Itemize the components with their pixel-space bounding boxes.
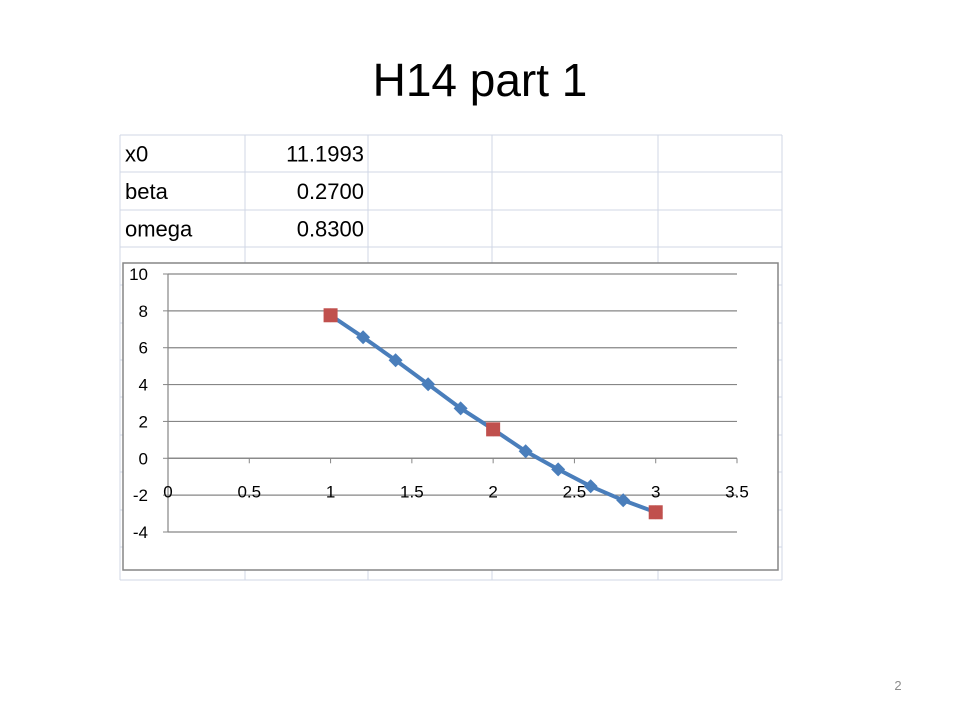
y-tick-label: 10 [129, 265, 148, 284]
y-tick-label: 2 [139, 412, 148, 431]
point [486, 422, 501, 437]
x-tick-label: 3.5 [725, 482, 749, 501]
x-tick-label: 2.5 [563, 482, 587, 501]
point [356, 330, 371, 345]
cell-label: beta [125, 179, 169, 204]
point [388, 353, 403, 368]
cell-value: 11.1993 [286, 142, 364, 167]
chart-area [122, 262, 779, 571]
y-tick-label: 8 [139, 302, 148, 321]
point [648, 505, 663, 520]
y-tick-label: -4 [133, 523, 148, 542]
x-tick-label: 1.5 [400, 482, 424, 501]
point [616, 493, 631, 508]
point [583, 479, 598, 494]
chart: -4 -2 0 2 4 6 8 10 0 0.5 1 1.5 2 2.5 3 3.5 [129, 265, 749, 542]
point [421, 377, 436, 392]
x-tick-label: 1 [326, 482, 335, 501]
cell-label: omega [125, 217, 193, 242]
x-tick-label: 0.5 [237, 482, 261, 501]
y-tick-label: 0 [139, 449, 148, 468]
point [453, 401, 468, 416]
cell-label: x0 [125, 142, 148, 167]
cell-value: 0.2700 [297, 179, 364, 204]
y-tick-label: -2 [133, 486, 148, 505]
point [551, 462, 566, 477]
x-tick-label: 2 [488, 482, 497, 501]
y-tick-label: 6 [139, 339, 148, 358]
point [518, 444, 533, 459]
point [323, 308, 338, 323]
x-tick-label: 0 [163, 482, 172, 501]
page-number: 2 [894, 678, 901, 693]
slide-title: H14 part 1 [373, 54, 588, 106]
cell-value: 0.8300 [297, 217, 364, 242]
y-tick-label: 4 [139, 376, 148, 395]
x-tick-label: 3 [651, 482, 660, 501]
